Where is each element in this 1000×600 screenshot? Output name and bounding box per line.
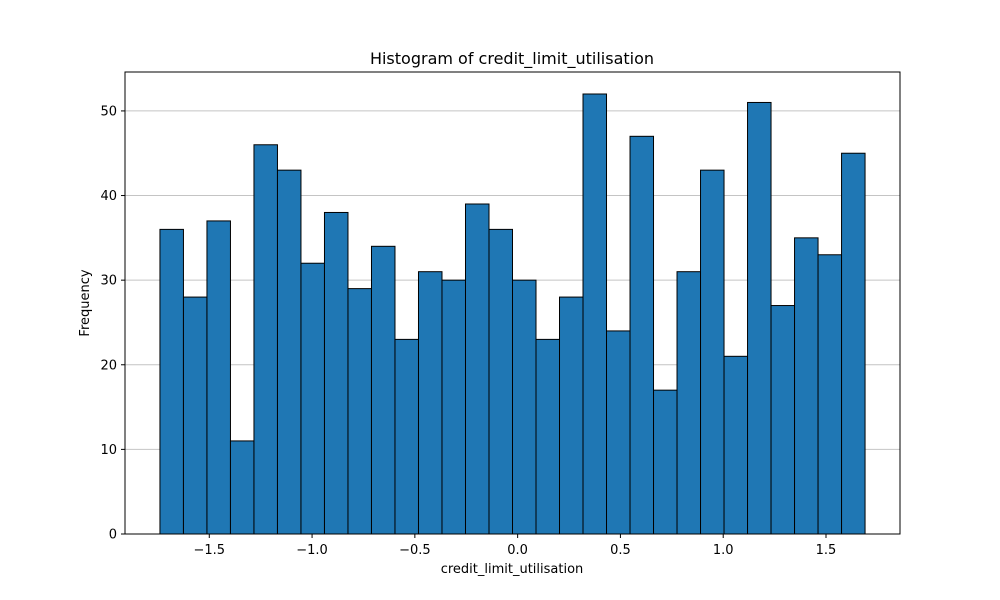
histogram-bar (770, 305, 796, 535)
histogram-bar (535, 338, 561, 535)
histogram-bars (159, 93, 866, 535)
x-tick-label: −1.0 (296, 543, 328, 558)
histogram-bar (276, 169, 302, 535)
histogram-bar (300, 262, 325, 535)
histogram-bar (182, 296, 208, 535)
histogram-bar (700, 169, 725, 535)
y-tick-label: 10 (100, 443, 117, 458)
histogram-bar (229, 440, 255, 535)
histogram-bar (159, 228, 184, 535)
y-tick-label: 30 (100, 274, 117, 289)
y-tick-label: 40 (100, 189, 117, 204)
y-tick-label: 20 (100, 358, 117, 373)
histogram-bar (347, 288, 372, 535)
histogram-bar (370, 245, 396, 535)
histogram-bar (723, 355, 749, 535)
x-axis-ticks: −1.5 −1.0 −0.5 0.0 0.5 1.0 1.5 (193, 534, 836, 558)
histogram-bar (794, 237, 819, 535)
histogram-bar (606, 330, 631, 535)
histogram-bar (841, 152, 866, 535)
histogram-bar (417, 271, 443, 535)
y-tick-label: 50 (100, 104, 117, 119)
y-axis-ticks: 0 10 20 30 40 50 (100, 104, 125, 543)
histogram-bar (582, 93, 608, 535)
y-axis-label: Frequency (78, 269, 93, 336)
x-tick-label: 0.5 (610, 543, 631, 558)
histogram-bar (559, 296, 584, 535)
histogram-bar (512, 279, 537, 535)
x-tick-label: −0.5 (399, 543, 431, 558)
histogram-bar (394, 338, 419, 535)
chart-title: Histogram of credit_limit_utilisation (370, 49, 654, 69)
histogram-bar (206, 220, 231, 535)
histogram-bar (817, 254, 843, 535)
x-tick-label: 1.5 (816, 543, 837, 558)
plot-frame (124, 71, 901, 535)
histogram-bar (464, 203, 490, 535)
histogram-bar (253, 144, 278, 535)
x-tick-label: 0.0 (507, 543, 528, 558)
x-tick-label: −1.5 (193, 543, 225, 558)
x-axis-label: credit_limit_utilisation (441, 562, 584, 577)
histogram-bar (441, 279, 466, 535)
histogram-bar (676, 271, 702, 535)
y-tick-label: 0 (109, 528, 117, 543)
x-tick-label: 1.0 (713, 543, 734, 558)
histogram-bar (747, 101, 772, 535)
histogram-bar (653, 389, 678, 535)
histogram-bar (488, 228, 513, 535)
histogram-bar (629, 135, 655, 535)
histogram-bar (323, 211, 349, 535)
